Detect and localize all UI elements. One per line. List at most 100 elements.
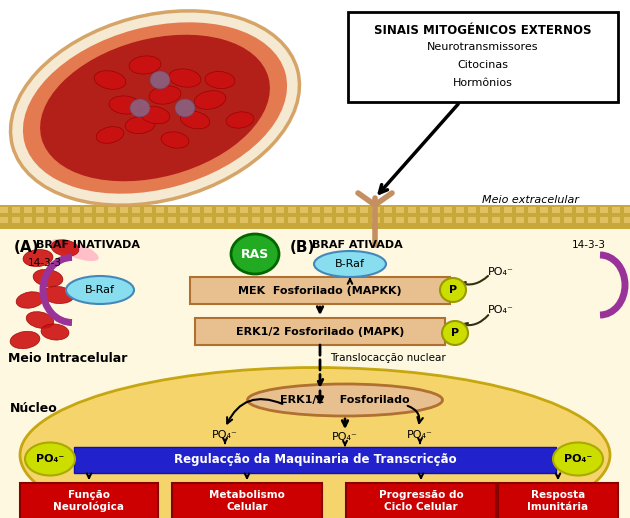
Text: SINAIS MITOGÉNICOS EXTERNOS: SINAIS MITOGÉNICOS EXTERNOS (374, 23, 592, 36)
Bar (456, 217, 464, 223)
Text: (A): (A) (14, 240, 40, 255)
Bar (384, 217, 392, 223)
Bar (96, 207, 104, 213)
Bar (120, 207, 128, 213)
Text: 14-3-3: 14-3-3 (572, 240, 606, 250)
Ellipse shape (150, 71, 170, 89)
Bar (300, 207, 308, 213)
Bar (576, 207, 584, 213)
Bar (420, 207, 428, 213)
Bar (24, 207, 32, 213)
Bar (492, 207, 500, 213)
Bar (372, 207, 380, 213)
Bar (588, 207, 596, 213)
Bar (324, 217, 332, 223)
Bar (444, 207, 452, 213)
Bar (528, 207, 536, 213)
Text: Meio extracelular: Meio extracelular (481, 195, 578, 205)
Ellipse shape (20, 367, 610, 518)
Text: PO₄⁻: PO₄⁻ (332, 432, 358, 442)
Ellipse shape (161, 132, 189, 148)
Bar (0, 205, 630, 229)
Bar (600, 207, 608, 213)
Text: Regulacção da Maquinaria de Transcricção: Regulacção da Maquinaria de Transcricção (174, 453, 456, 467)
Bar (384, 207, 392, 213)
Bar (276, 207, 284, 213)
Bar (552, 207, 560, 213)
Bar (216, 217, 224, 223)
Ellipse shape (248, 384, 442, 416)
Bar (195, 318, 445, 345)
Ellipse shape (553, 442, 603, 476)
Bar (498, 483, 618, 518)
Ellipse shape (129, 56, 161, 74)
Text: PO₄⁻: PO₄⁻ (212, 430, 238, 440)
Bar (288, 217, 296, 223)
Text: PO₄⁻: PO₄⁻ (488, 305, 514, 315)
Bar (432, 207, 440, 213)
Text: Hormônios: Hormônios (453, 78, 513, 88)
Text: RAS: RAS (241, 248, 269, 261)
Bar (74, 447, 556, 473)
Bar (324, 207, 332, 213)
Bar (60, 217, 68, 223)
Ellipse shape (205, 71, 235, 89)
Ellipse shape (442, 321, 468, 345)
Bar (612, 207, 620, 213)
Bar (396, 207, 404, 213)
Bar (624, 217, 630, 223)
Bar (84, 207, 92, 213)
Ellipse shape (42, 286, 74, 304)
Bar (84, 217, 92, 223)
Bar (288, 207, 296, 213)
Ellipse shape (440, 278, 466, 302)
Ellipse shape (40, 35, 270, 181)
Bar (540, 217, 548, 223)
Bar (252, 217, 260, 223)
Bar (36, 217, 44, 223)
Bar (360, 207, 368, 213)
Bar (60, 207, 68, 213)
Bar (172, 483, 322, 518)
Ellipse shape (10, 332, 40, 349)
Text: Translocacção nuclear: Translocacção nuclear (330, 353, 446, 363)
Bar (408, 217, 416, 223)
Bar (204, 217, 212, 223)
Ellipse shape (231, 234, 279, 274)
Ellipse shape (66, 276, 134, 304)
Bar (312, 217, 320, 223)
Bar (504, 217, 512, 223)
Ellipse shape (109, 96, 141, 114)
Bar (156, 217, 164, 223)
Bar (612, 217, 620, 223)
Bar (600, 217, 608, 223)
Bar (372, 217, 380, 223)
Text: Função
Neurológica: Função Neurológica (54, 490, 125, 512)
Text: Núcleo: Núcleo (10, 401, 58, 414)
Text: ERK1/2    Fosforilado: ERK1/2 Fosforilado (280, 395, 410, 405)
Bar (264, 207, 272, 213)
Bar (180, 207, 188, 213)
Ellipse shape (96, 127, 123, 143)
Text: Meio Intracelular: Meio Intracelular (8, 352, 127, 365)
Bar (156, 207, 164, 213)
Bar (468, 217, 476, 223)
Bar (624, 207, 630, 213)
Text: BRAF ATIVADA: BRAF ATIVADA (312, 240, 403, 250)
Bar (168, 217, 176, 223)
Text: PO₄⁻: PO₄⁻ (36, 454, 64, 464)
Bar (20, 483, 158, 518)
Bar (252, 207, 260, 213)
Bar (444, 217, 452, 223)
Text: B-Raf: B-Raf (85, 285, 115, 295)
Text: Resposta
Imunitária: Resposta Imunitária (527, 490, 588, 512)
Bar (132, 207, 140, 213)
Text: MEK  Fosforilado (MAPKK): MEK Fosforilado (MAPKK) (238, 285, 402, 295)
Ellipse shape (11, 11, 299, 205)
Bar (432, 217, 440, 223)
Bar (576, 217, 584, 223)
Bar (516, 207, 524, 213)
Text: 14-3-3: 14-3-3 (28, 258, 62, 268)
Bar (48, 217, 56, 223)
Text: B-Raf: B-Raf (335, 259, 365, 269)
